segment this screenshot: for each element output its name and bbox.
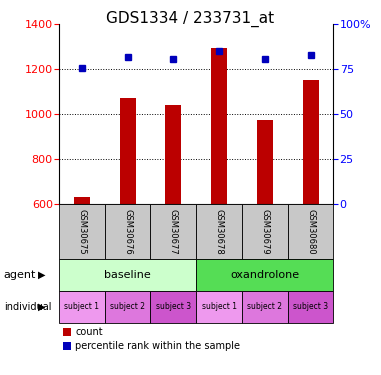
Text: subject 2: subject 2 — [110, 302, 145, 311]
Text: individual: individual — [4, 302, 51, 312]
Text: subject 1: subject 1 — [202, 302, 237, 311]
Text: GSM30675: GSM30675 — [77, 209, 86, 254]
Text: GSM30676: GSM30676 — [123, 209, 132, 254]
Text: ▶: ▶ — [38, 270, 46, 280]
Text: GSM30680: GSM30680 — [306, 209, 315, 254]
Text: GSM30678: GSM30678 — [215, 209, 224, 254]
Bar — [211, 48, 227, 204]
Bar — [242, 291, 288, 322]
Text: GSM30677: GSM30677 — [169, 209, 178, 254]
Bar — [288, 204, 333, 259]
Bar — [120, 98, 136, 204]
Text: subject 2: subject 2 — [247, 302, 282, 311]
Bar — [288, 291, 333, 322]
Bar — [150, 204, 196, 259]
Bar — [196, 204, 242, 259]
Text: subject 1: subject 1 — [64, 302, 99, 311]
Bar — [257, 120, 273, 204]
Text: oxandrolone: oxandrolone — [230, 270, 299, 280]
Text: ▶: ▶ — [38, 302, 46, 312]
Bar — [165, 105, 181, 204]
Bar — [196, 259, 333, 291]
Bar — [59, 291, 105, 322]
Text: baseline: baseline — [104, 270, 151, 280]
Text: GSM30679: GSM30679 — [260, 209, 269, 254]
Bar — [74, 196, 90, 204]
Bar — [105, 291, 150, 322]
Bar — [59, 259, 196, 291]
Bar — [242, 204, 288, 259]
Text: subject 3: subject 3 — [293, 302, 328, 311]
Bar — [59, 204, 105, 259]
Text: percentile rank within the sample: percentile rank within the sample — [75, 341, 240, 351]
Bar — [196, 291, 242, 322]
Text: agent: agent — [4, 270, 36, 280]
Bar — [303, 80, 319, 204]
Text: subject 3: subject 3 — [156, 302, 191, 311]
Bar — [150, 291, 196, 322]
Text: GDS1334 / 233731_at: GDS1334 / 233731_at — [106, 11, 275, 27]
Text: count: count — [75, 327, 103, 337]
Bar — [105, 204, 150, 259]
